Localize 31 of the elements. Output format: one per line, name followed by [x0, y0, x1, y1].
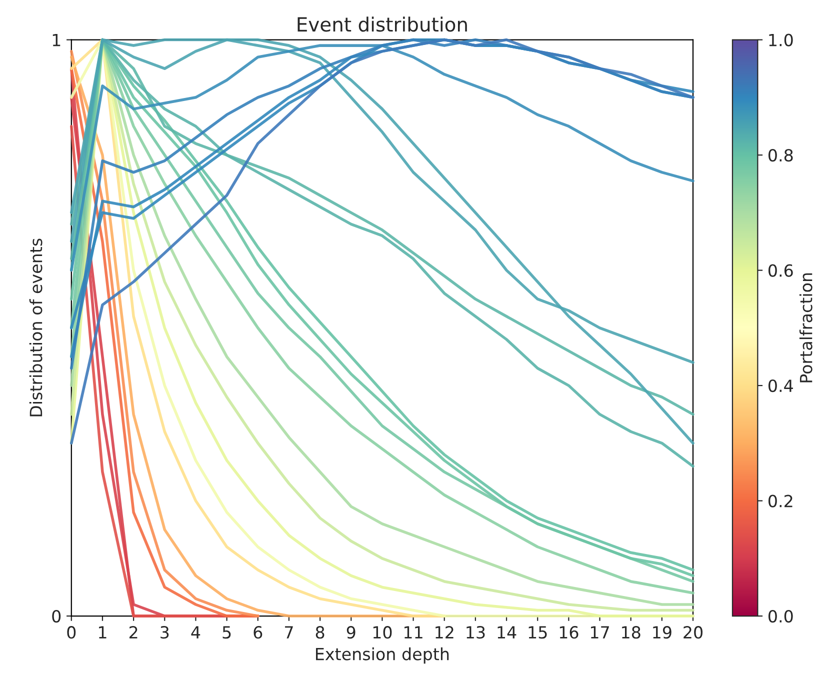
x-tick-label: 15	[528, 626, 547, 639]
color-bar-label: 0.4	[768, 379, 793, 392]
x-tick-label: 14	[498, 626, 516, 638]
x-tick-label: 8	[316, 626, 324, 639]
x-tick-label: 3	[160, 626, 169, 639]
x-tick-label: 10	[373, 626, 392, 639]
x-tick-label: 17	[590, 626, 609, 638]
x-tick-label: 9	[346, 626, 356, 639]
color-bar-label: 1.0	[769, 34, 793, 46]
x-tick-label: 7	[285, 626, 293, 638]
x-tick-label: 1	[99, 626, 106, 638]
color-bar-label: 0.8	[768, 149, 793, 162]
chart-title: Event distribution	[298, 16, 467, 32]
x-tick-label: 13	[466, 626, 485, 639]
x-tick-label: 5	[222, 626, 231, 639]
x-tick-label: 12	[436, 626, 454, 638]
x-tick-label: 0	[67, 626, 76, 639]
x-tick-label: 18	[622, 626, 640, 639]
color-bar-label: 0.0	[768, 610, 793, 623]
color-bar-title: Portalfraction	[799, 273, 812, 382]
color-bar-label: 0.2	[768, 494, 792, 508]
x-axis-title: Extension depth	[316, 647, 449, 664]
x-tick-label: 19	[653, 626, 672, 639]
x-tick-label: 11	[404, 626, 422, 638]
x-tick-label: 4	[191, 626, 200, 638]
y-axis-title: Distribution of events	[29, 238, 42, 416]
x-tick-label: 20	[684, 626, 702, 639]
x-tick-label: 6	[254, 626, 262, 639]
x-tick-label: 16	[560, 626, 578, 639]
x-tick-label: 2	[129, 626, 138, 638]
color-bar-label: 0.6	[768, 264, 793, 277]
